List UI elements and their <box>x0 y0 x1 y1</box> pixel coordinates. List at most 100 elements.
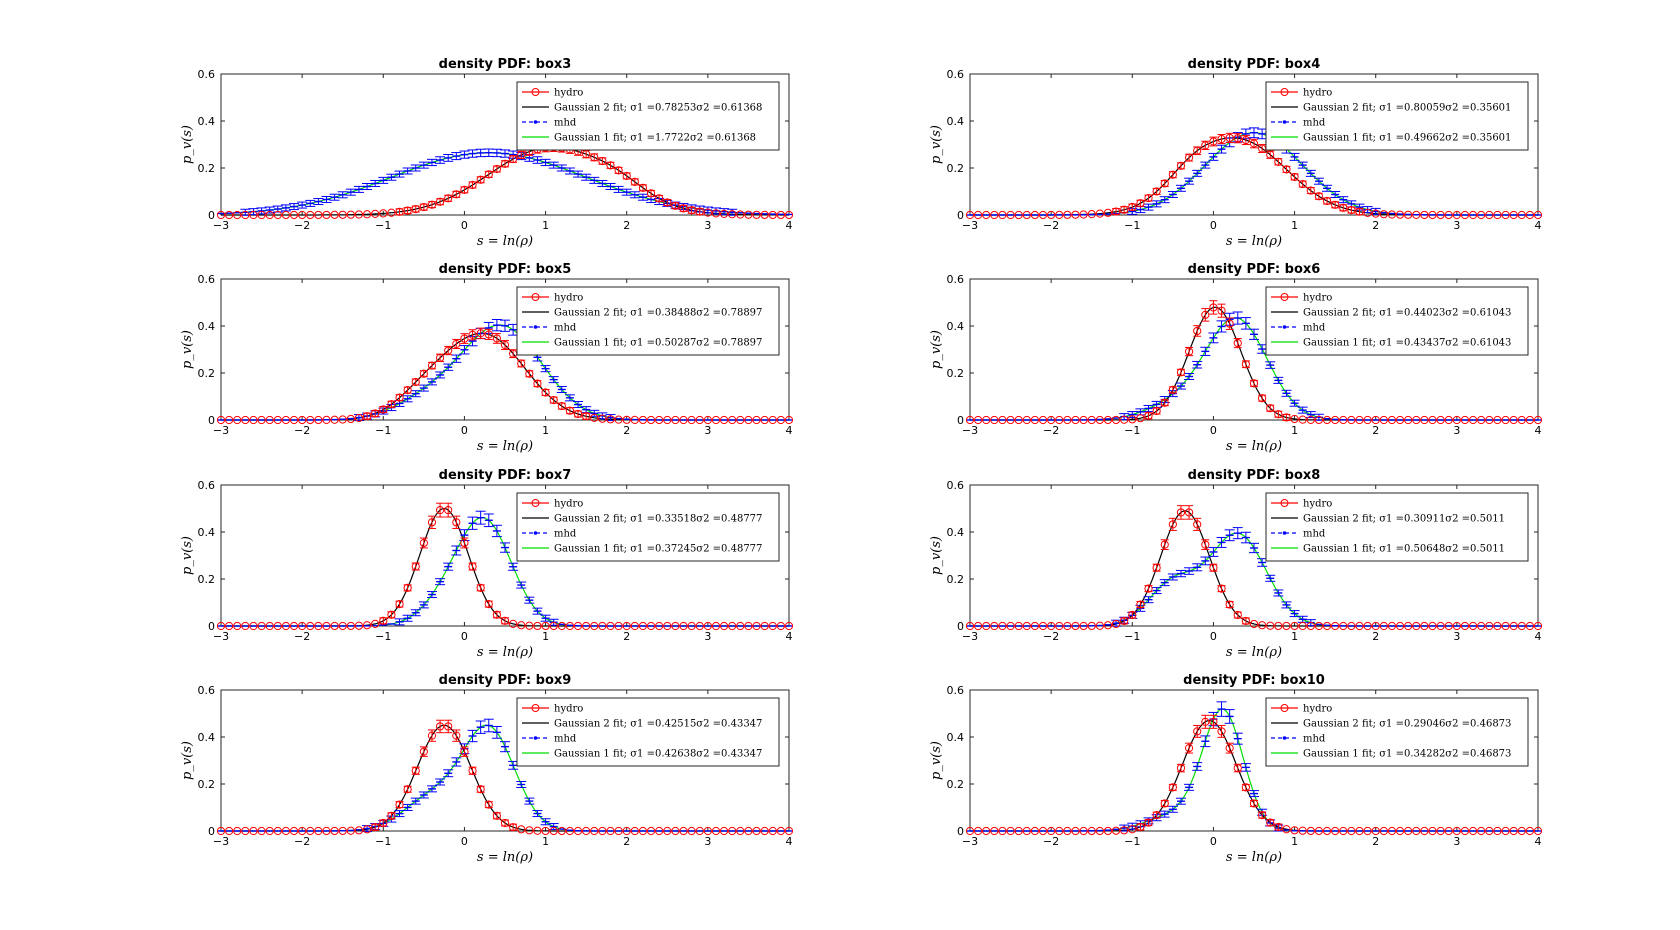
hydro-marker <box>1136 414 1145 423</box>
hydro-marker <box>1111 619 1121 629</box>
hydro-marker <box>1322 826 1332 836</box>
hydro-marker <box>1047 621 1056 631</box>
x-tick-label: −2 <box>294 835 310 848</box>
legend-label: hydro <box>1303 704 1332 715</box>
hydro-marker <box>265 210 274 220</box>
hydro-marker <box>476 175 485 184</box>
hydro-marker <box>395 207 404 216</box>
hydro-marker <box>744 621 753 631</box>
hydro-marker <box>1071 826 1080 836</box>
hydro-marker <box>1241 783 1250 792</box>
x-axis-label: s = ln(ρ) <box>1226 850 1282 865</box>
legend-label: Gaussian 1 fit; σ1 =0.50287σ2 =0.78897 <box>554 338 762 349</box>
legend-marker-circle <box>531 88 540 96</box>
hydro-marker <box>663 826 672 836</box>
hydro-marker <box>411 204 420 214</box>
legend-label: mhd <box>554 118 577 129</box>
hydro-marker <box>1249 619 1259 629</box>
legend-box <box>516 81 780 151</box>
hydro-marker <box>1030 415 1040 425</box>
hydro-marker <box>1404 210 1413 219</box>
hydro-marker <box>1022 210 1031 220</box>
legend-marker-circle <box>1280 293 1289 301</box>
hydro-marker <box>1387 415 1397 425</box>
hydro-marker <box>1087 621 1096 631</box>
plot-title: density PDF: box10 <box>1183 673 1325 688</box>
plot-area <box>216 718 794 836</box>
hydro-marker <box>1533 621 1543 631</box>
y-tick-label: 0.6 <box>198 479 216 492</box>
hydro-marker <box>590 413 599 422</box>
hydro-marker <box>1144 584 1153 593</box>
hydro-marker <box>1347 826 1356 836</box>
hydro-marker <box>484 330 493 339</box>
hydro-marker <box>974 210 983 220</box>
hydro-marker <box>1152 187 1161 196</box>
hydro-marker <box>314 621 323 631</box>
hydro-marker <box>1371 826 1380 836</box>
hydro-marker <box>517 825 526 834</box>
hydro-marker <box>1258 811 1267 820</box>
hydro-marker <box>1282 165 1291 174</box>
x-tick-label: −1 <box>375 630 391 643</box>
hydro-marker <box>395 393 404 402</box>
hydro-marker <box>1193 146 1202 155</box>
hydro-marker <box>1444 210 1453 220</box>
hydro-marker <box>1282 621 1291 631</box>
hydro-marker <box>1322 196 1332 206</box>
y-tick-label: 0.6 <box>198 684 216 697</box>
legend-label: hydro <box>554 499 583 510</box>
hydro-marker <box>1339 203 1348 212</box>
y-tick-label: 0.2 <box>947 778 965 791</box>
x-tick-label: 3 <box>704 219 711 232</box>
legend-marker-circle <box>531 293 540 301</box>
x-tick-label: −2 <box>1043 630 1059 643</box>
legend-marker-point <box>1282 120 1287 124</box>
hydro-marker <box>1258 621 1267 630</box>
hydro-marker <box>1493 826 1502 836</box>
hydro-marker <box>1128 825 1137 834</box>
hydro-marker <box>1436 415 1445 425</box>
hydro-marker <box>233 621 242 631</box>
hydro-marker <box>1460 415 1470 425</box>
hydro-marker <box>1477 621 1486 631</box>
x-tick-label: 3 <box>1453 424 1460 437</box>
hydro-marker <box>598 826 607 836</box>
hydro-marker <box>1509 621 1518 631</box>
hydro-marker <box>630 415 639 425</box>
hydro-marker <box>1266 404 1275 413</box>
legend-label: hydro <box>554 293 583 304</box>
hydro-marker <box>265 621 274 631</box>
hydro-marker <box>768 415 777 425</box>
hydro-marker <box>687 415 696 425</box>
x-axis-label: s = ln(ρ) <box>1226 234 1282 249</box>
hydro-marker <box>736 415 745 425</box>
legend: hydro Gaussian 2 fit; σ1 =0.42515σ2 =0.43… <box>516 697 780 767</box>
hydro-marker <box>306 621 315 631</box>
x-tick-label: −1 <box>375 424 391 437</box>
hydro-marker <box>1030 621 1040 631</box>
hydro-marker <box>703 208 712 217</box>
hydro-marker <box>225 826 234 836</box>
hydro-marker <box>1485 415 1494 425</box>
hydro-marker <box>679 204 688 213</box>
hydro-marker <box>1168 385 1177 394</box>
hydro-marker <box>687 621 696 631</box>
x-tick-label: 2 <box>623 219 630 232</box>
hydro-marker <box>1209 717 1218 726</box>
hydro-marker <box>703 415 712 425</box>
hydro-marker <box>1395 826 1405 836</box>
x-tick-label: 4 <box>1535 424 1542 437</box>
y-tick-label: 0.2 <box>947 162 965 175</box>
hydro-marker <box>298 621 307 631</box>
hydro-marker <box>322 826 331 836</box>
legend: hydro Gaussian 2 fit; σ1 =0.38488σ2 =0.78… <box>516 286 780 356</box>
hydro-marker <box>606 161 615 170</box>
hydro-marker <box>371 409 380 418</box>
hydro-marker <box>354 210 364 219</box>
hydro-marker <box>281 210 291 220</box>
hydro-marker <box>1063 415 1072 425</box>
y-tick-label: 0.2 <box>198 778 216 791</box>
hydro-marker <box>1485 210 1494 220</box>
hydro-marker <box>338 621 347 631</box>
